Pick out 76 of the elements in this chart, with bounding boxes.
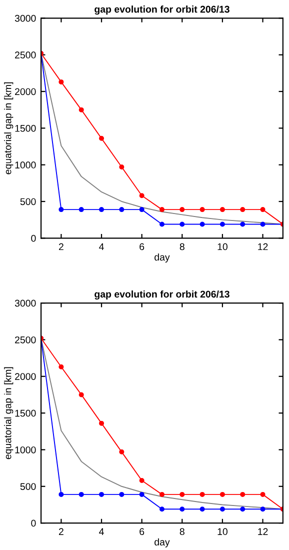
chart-title: gap evolution for orbit 206/13 xyxy=(94,6,230,15)
point xyxy=(220,207,225,212)
point xyxy=(240,506,246,512)
point xyxy=(220,492,225,497)
x-tick-label: 4 xyxy=(99,243,104,250)
point xyxy=(119,207,124,212)
point xyxy=(260,492,266,497)
x-axis-title: day xyxy=(154,253,170,263)
x-tick-label: 8 xyxy=(180,528,184,536)
point xyxy=(180,506,185,512)
point xyxy=(58,79,64,84)
y-tick-label: 1000 xyxy=(15,446,36,454)
point xyxy=(139,478,144,484)
point xyxy=(119,449,124,454)
x-tick-label: 12 xyxy=(258,243,268,250)
point xyxy=(180,207,185,212)
x-tick-label: 12 xyxy=(258,528,268,535)
point xyxy=(180,492,185,497)
point xyxy=(99,207,104,212)
point xyxy=(99,420,104,426)
point xyxy=(58,207,64,212)
point xyxy=(58,492,64,497)
point xyxy=(159,506,164,512)
point xyxy=(240,207,246,212)
point xyxy=(159,492,164,497)
point xyxy=(260,207,266,212)
x-tick-label: 2 xyxy=(58,243,64,250)
y-tick-label: 500 xyxy=(20,483,36,490)
y-axis-title: equatorial gap in [km] xyxy=(4,367,14,460)
point xyxy=(139,193,144,198)
point xyxy=(200,222,205,227)
point xyxy=(240,222,246,227)
y-axis-title: equatorial gap in [km] xyxy=(4,82,14,174)
point xyxy=(200,506,205,512)
x-tick-label: 6 xyxy=(140,528,144,536)
y-tick-label: 500 xyxy=(20,198,36,206)
x-tick-label: 10 xyxy=(218,528,228,536)
point xyxy=(159,222,164,227)
x-tick-label: 6 xyxy=(140,243,144,250)
point xyxy=(99,136,104,141)
chart-title: gap evolution for orbit 206/13 xyxy=(94,290,230,300)
point xyxy=(180,222,185,227)
x-tick-label: 4 xyxy=(99,528,104,535)
point xyxy=(200,492,205,497)
point xyxy=(139,492,144,497)
y-tick-label: 3000 xyxy=(14,14,36,22)
y-tick-label: 1500 xyxy=(15,124,36,132)
point xyxy=(159,207,164,212)
point xyxy=(78,207,84,212)
point xyxy=(119,164,124,170)
point xyxy=(78,392,84,398)
x-tick-label: 8 xyxy=(180,243,184,250)
point xyxy=(119,492,124,497)
y-tick-label: 2500 xyxy=(15,336,36,344)
point xyxy=(220,506,225,512)
point xyxy=(260,222,266,227)
point xyxy=(139,207,144,212)
y-tick-label: 2500 xyxy=(15,52,36,58)
point xyxy=(200,207,205,212)
y-tick-label: 1500 xyxy=(15,410,36,417)
point xyxy=(78,107,84,112)
y-tick-label: 2000 xyxy=(15,88,36,96)
point xyxy=(220,222,225,227)
y-tick-label: 0 xyxy=(31,234,36,242)
y-tick-label: 0 xyxy=(31,520,36,527)
point xyxy=(58,364,64,370)
point xyxy=(240,492,246,497)
x-tick-label: 10 xyxy=(218,243,228,250)
y-tick-label: 3000 xyxy=(14,300,36,307)
y-tick-label: 2000 xyxy=(15,373,36,380)
point xyxy=(99,492,104,497)
y-tick-label: 1000 xyxy=(15,162,36,168)
x-tick-label: 2 xyxy=(58,528,64,535)
point xyxy=(260,506,266,512)
point xyxy=(78,492,84,497)
x-axis-title: day xyxy=(154,538,170,548)
